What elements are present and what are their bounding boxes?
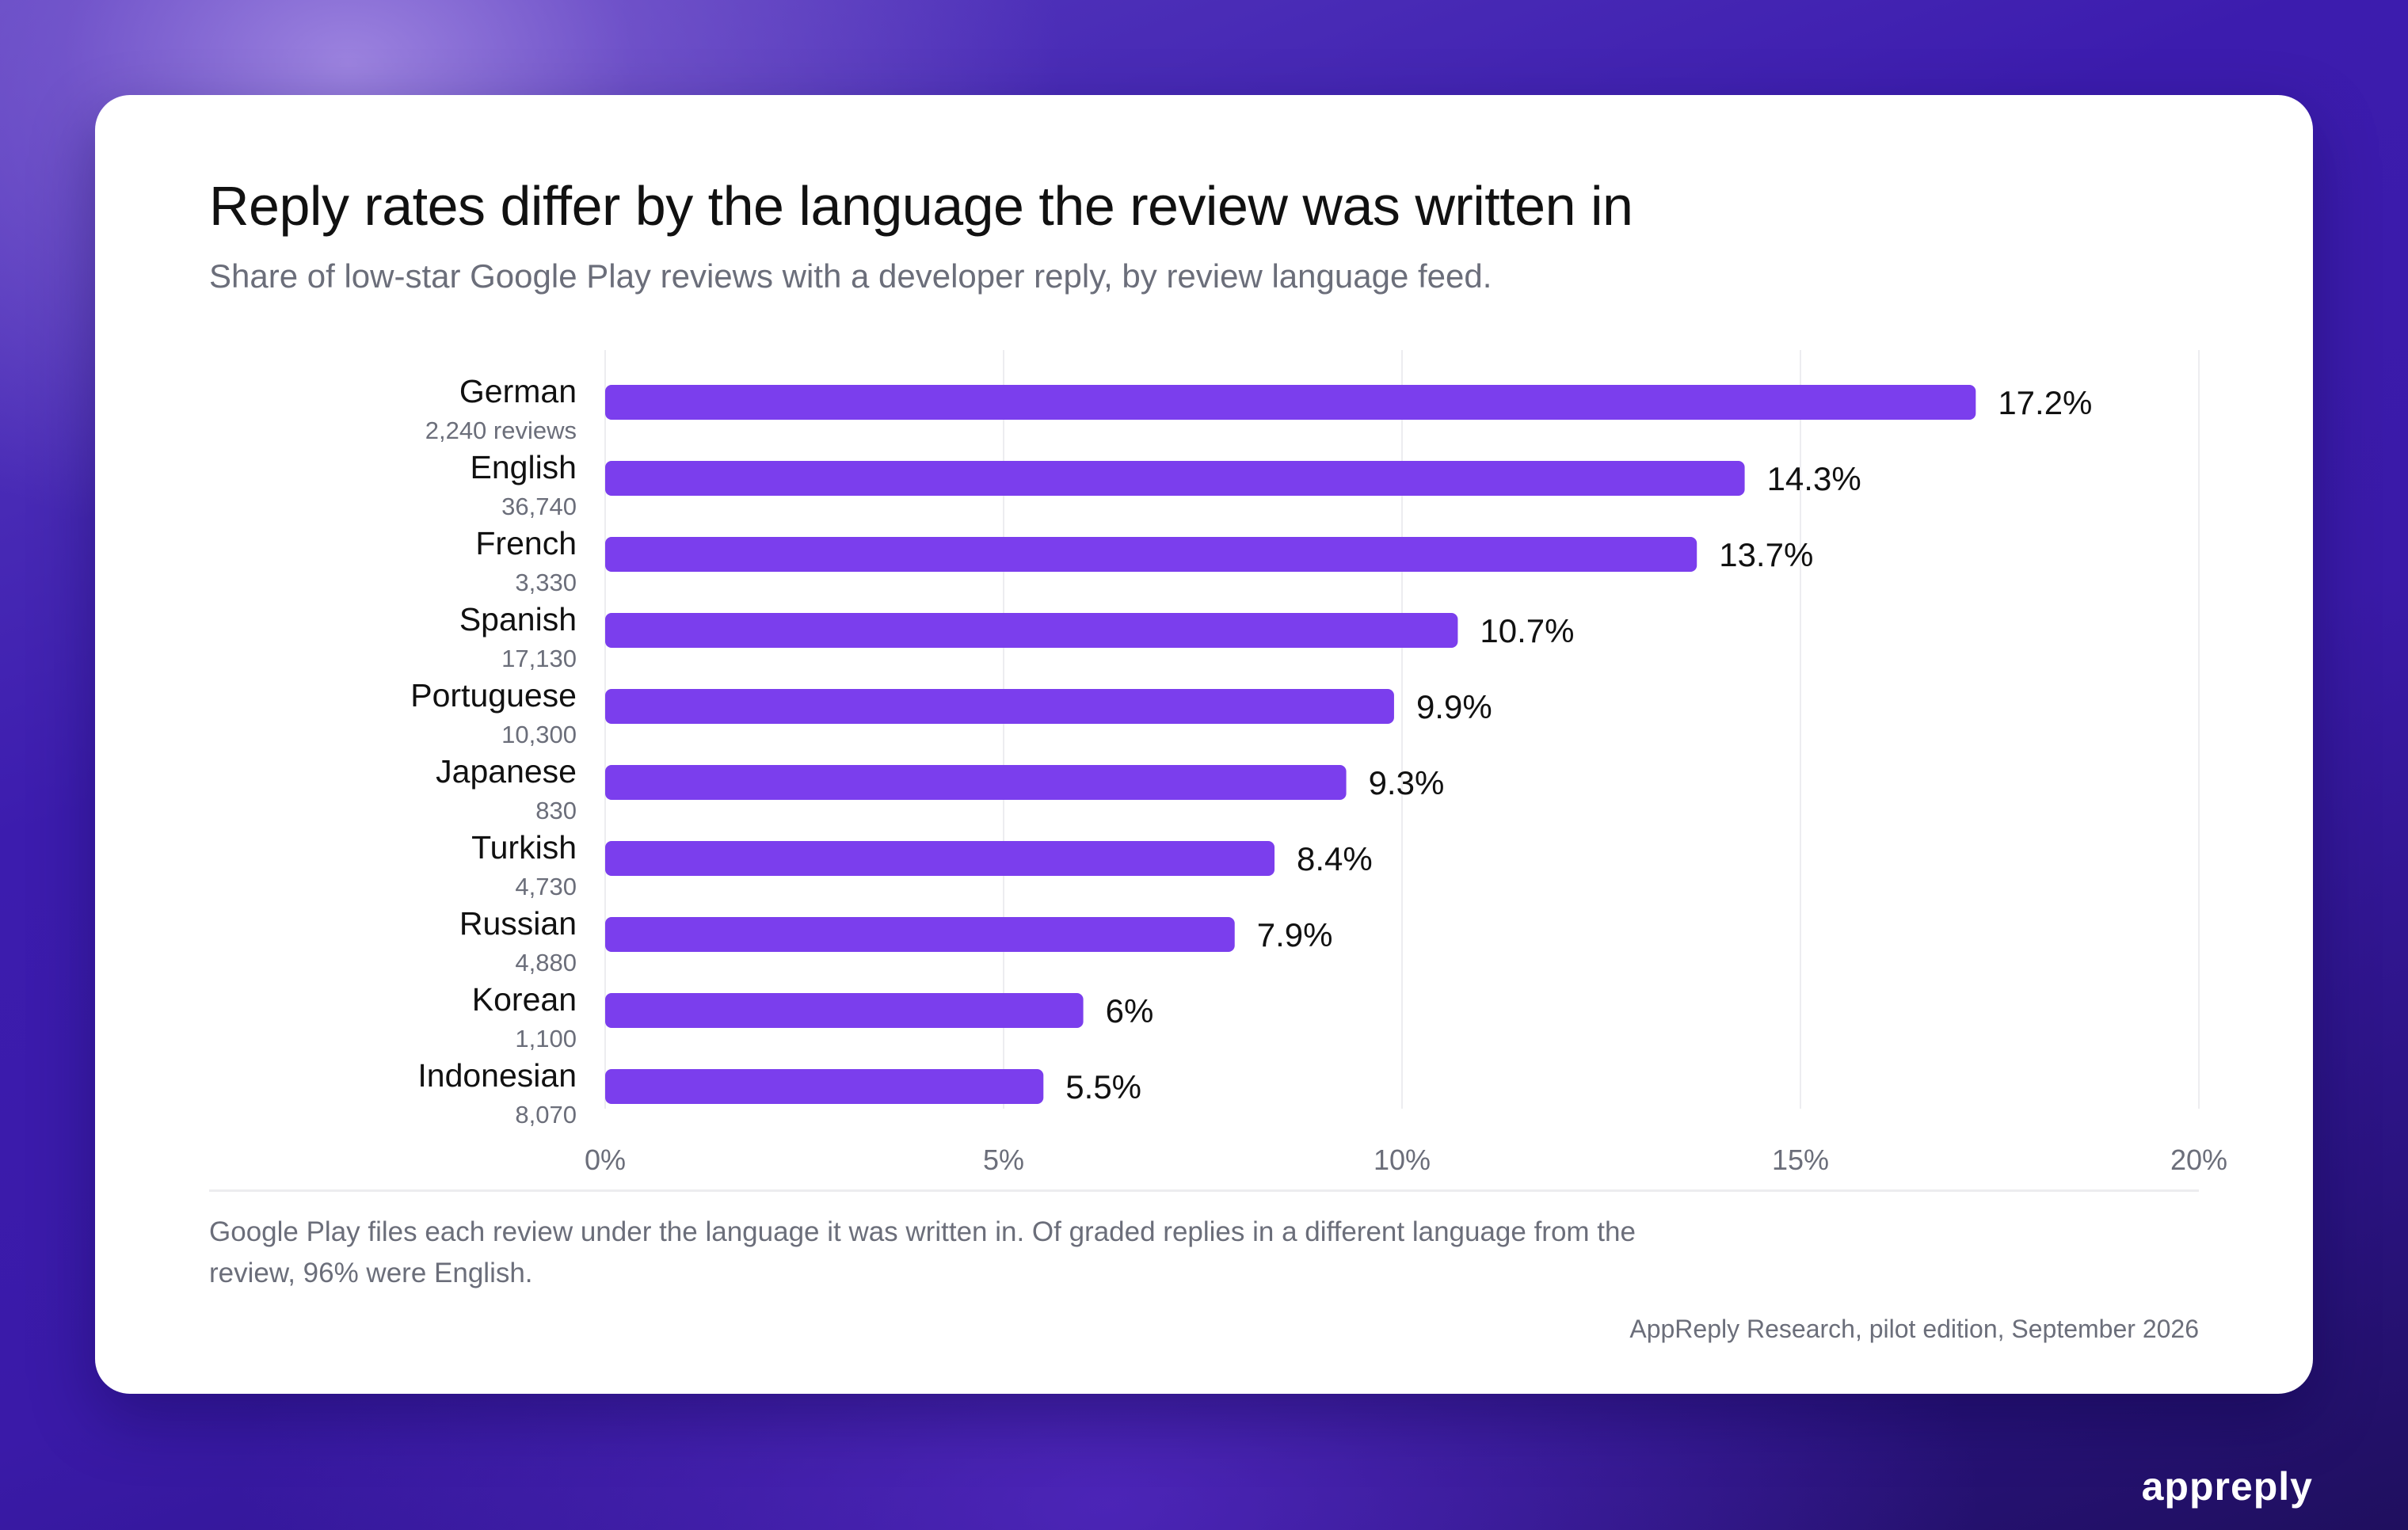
bar [605,537,1697,572]
review-count-label: 1,100 [515,1025,577,1052]
bar [605,689,1394,724]
footnote: Google Play files each review under the … [209,1216,1636,1288]
value-label: 14.3% [1767,460,1861,497]
bar [605,765,1347,800]
x-tick-label: 0% [585,1144,626,1176]
value-label: 6% [1106,992,1154,1030]
x-tick-label: 20% [2170,1144,2227,1176]
review-count-label: 10,300 [501,721,577,748]
review-count-label: 2,240 reviews [425,417,577,444]
review-count-label: 36,740 [501,493,577,520]
category-label: Spanish [459,601,577,638]
category-label: German [459,373,577,409]
review-count-label: 3,330 [515,569,577,596]
bar [605,613,1458,648]
bar [605,1069,1044,1104]
value-label: 7.9% [1257,916,1333,953]
footer-divider [209,1189,2199,1192]
value-label: 5.5% [1065,1068,1141,1106]
brand-logo: appreply [2141,1464,2313,1509]
bar [605,385,1976,420]
category-label: Russian [459,905,577,942]
category-label: Indonesian [417,1057,577,1094]
x-tick-label: 10% [1374,1144,1431,1176]
x-tick-label: 15% [1772,1144,1829,1176]
chart-title: Reply rates differ by the language the r… [209,175,1633,237]
category-label: Portuguese [410,677,577,714]
x-tick-label: 5% [983,1144,1024,1176]
value-label: 9.3% [1369,764,1445,801]
bar [605,917,1235,952]
bar [605,461,1745,496]
value-label: 13.7% [1719,536,1813,573]
chart-subtitle: Share of low-star Google Play reviews wi… [209,257,1492,295]
bar [605,993,1084,1028]
review-count-label: 4,730 [515,873,577,900]
source-credit: AppReply Research, pilot edition, Septem… [1629,1315,2199,1343]
category-label: Japanese [436,753,577,790]
category-label: French [475,525,577,561]
category-label: English [471,449,577,485]
chart-card: Reply rates differ by the language the r… [95,95,2313,1394]
bar-chart: 0% 5% 10% 15% 20% German 2,240 reviews 17.2% Eng… [410,350,2227,1176]
value-label: 8.4% [1297,840,1373,877]
value-label: 10.7% [1480,612,1574,649]
review-count-label: 17,130 [501,645,577,672]
category-label: Korean [472,981,577,1018]
bar [605,841,1275,876]
value-label: 9.9% [1416,688,1492,725]
review-count-label: 830 [535,797,577,824]
category-label: Turkish [471,829,577,866]
value-label: 17.2% [1998,384,2092,421]
review-count-label: 8,070 [515,1101,577,1128]
review-count-label: 4,880 [515,949,577,976]
